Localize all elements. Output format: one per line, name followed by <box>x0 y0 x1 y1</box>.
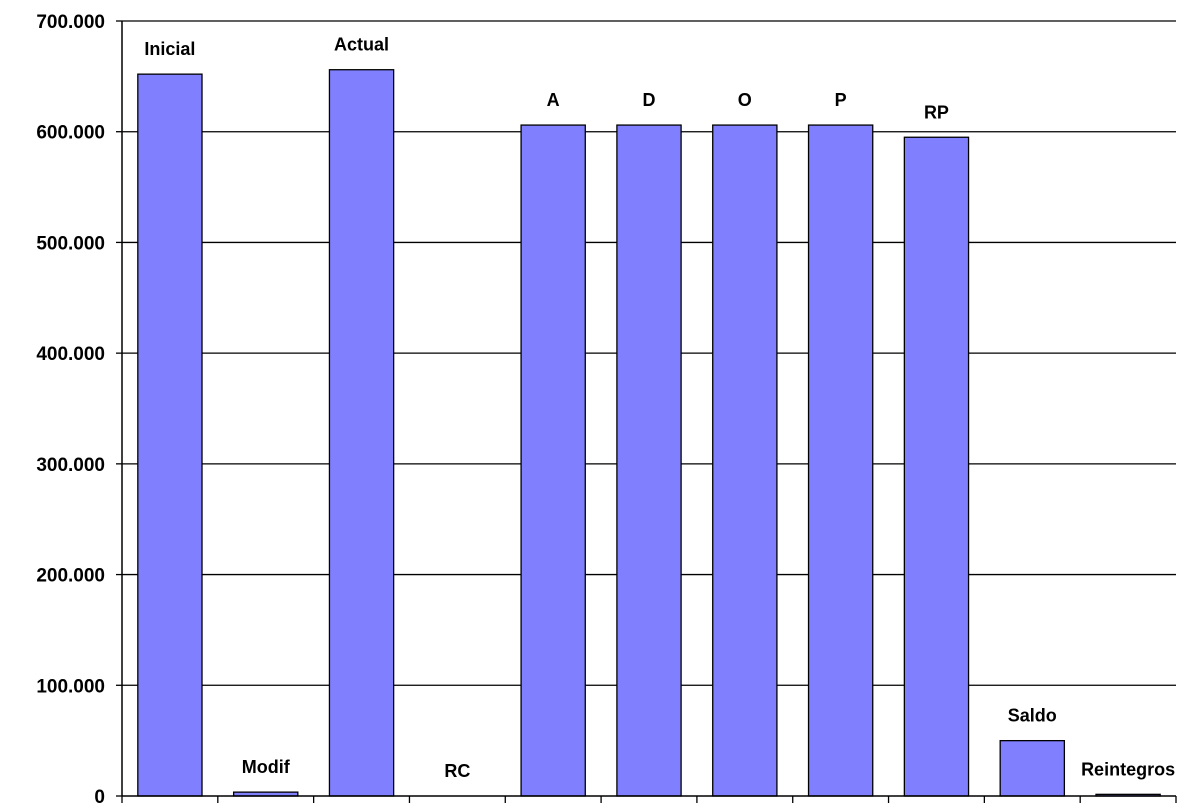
bar-a <box>520 124 586 797</box>
bar-label-actual: Actual <box>334 35 389 55</box>
bar-label-o: O <box>738 90 752 110</box>
y-tick-label: 400.000 <box>36 344 105 365</box>
bar-label-rp: RP <box>924 102 949 122</box>
y-tick-label: 500.000 <box>36 233 105 254</box>
bar-label-modif: Modif <box>242 757 291 777</box>
y-tick-label: 0 <box>94 787 105 804</box>
bar-label-a: A <box>547 90 560 110</box>
y-tick-label: 200.000 <box>36 566 105 587</box>
bar-o <box>712 124 778 797</box>
bar-label-reintegros: Reintegros <box>1081 759 1175 779</box>
bar-rp <box>903 136 970 797</box>
y-tick-label: 100.000 <box>36 676 105 697</box>
bar-d <box>616 124 682 797</box>
bar-label-inicial: Inicial <box>144 39 195 59</box>
y-tick-label: 600.000 <box>36 123 105 144</box>
axes <box>121 21 1177 803</box>
y-tick-label: 300.000 <box>36 455 105 476</box>
bar-inicial <box>137 73 203 797</box>
bar-label-rc: RC <box>444 761 470 781</box>
bar-p <box>807 124 874 797</box>
bar-label-saldo: Saldo <box>1008 706 1057 726</box>
y-axis-ticks: 0 100.000 200.000 300.000 400.000 500.000 600.… <box>36 12 122 804</box>
bar-label-p: P <box>835 90 847 110</box>
y-tick-label: 700.000 <box>36 12 105 33</box>
bars <box>137 69 1161 797</box>
bar-actual <box>328 69 395 797</box>
bar-saldo <box>999 739 1066 797</box>
bar-label-d: D <box>643 90 656 110</box>
bar-labels: Inicial Modif Actual RC A D O P RP Saldo Reintegro… <box>144 35 1175 781</box>
